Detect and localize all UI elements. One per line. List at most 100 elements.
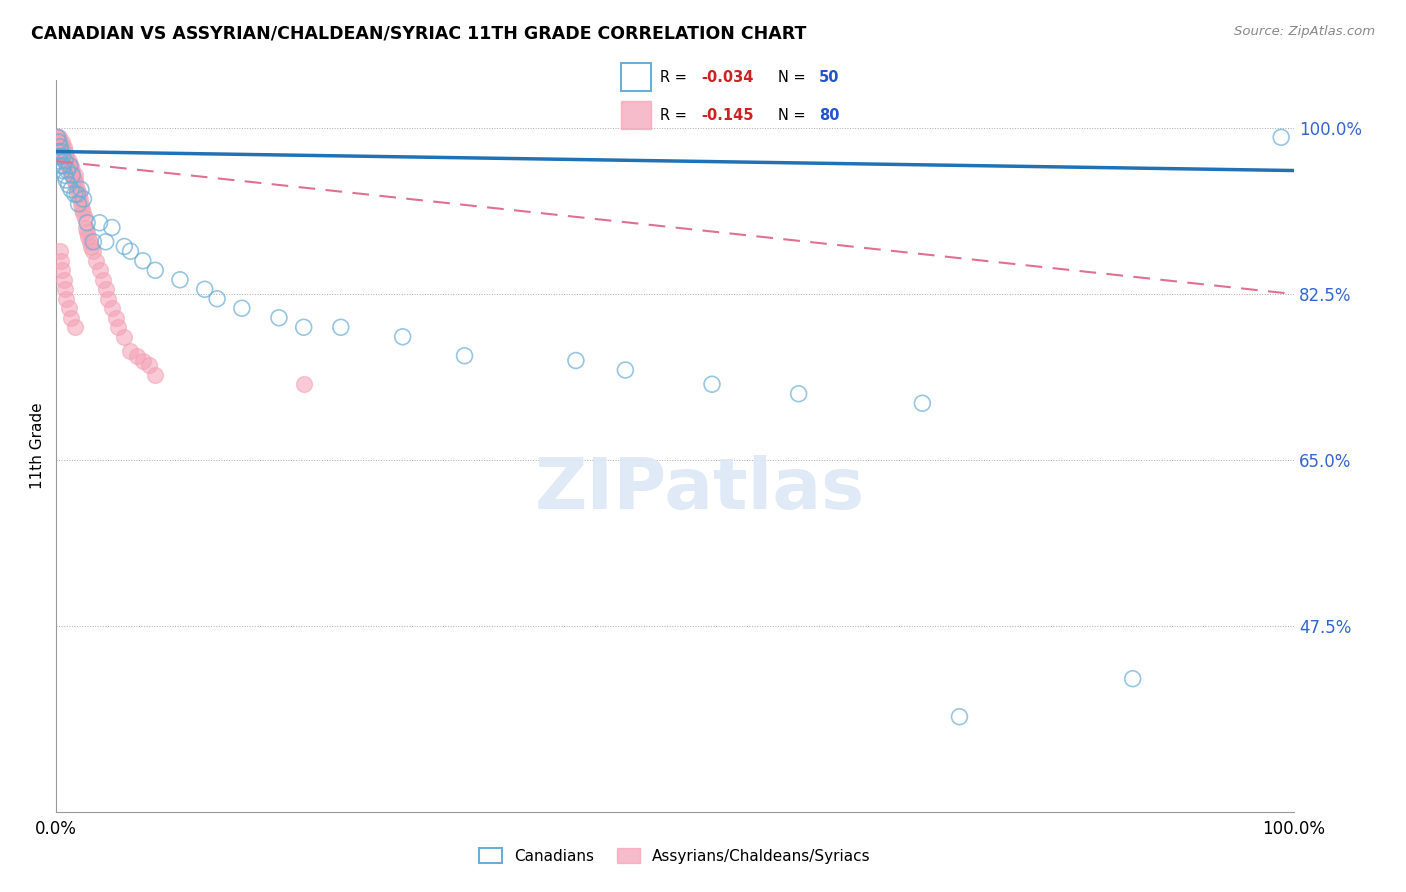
Point: [51, 140, 73, 154]
Point: [51, 140, 73, 154]
Point: [205, 292, 228, 306]
Point: [48, 135, 70, 149]
Point: [58, 159, 80, 173]
Point: [52, 149, 75, 163]
Point: [67, 187, 90, 202]
Point: [55, 292, 77, 306]
Point: [70, 196, 93, 211]
Point: [70, 182, 93, 196]
Point: [51, 149, 73, 163]
Point: [51, 263, 73, 277]
Point: [453, 349, 475, 363]
Point: [46, 145, 69, 159]
Text: R =: R =: [659, 70, 692, 85]
Point: [60, 159, 83, 173]
Text: -0.145: -0.145: [700, 108, 754, 123]
Text: CANADIAN VS ASSYRIAN/CHALDEAN/SYRIAC 11TH GRADE CORRELATION CHART: CANADIAN VS ASSYRIAN/CHALDEAN/SYRIAC 11T…: [31, 25, 806, 43]
Point: [56, 163, 79, 178]
Point: [104, 310, 127, 325]
Point: [84, 253, 107, 268]
Point: [60, 310, 83, 325]
Point: [53, 282, 76, 296]
Point: [55, 173, 77, 187]
Point: [79, 235, 101, 249]
Legend: Canadians, Assyrians/Chaldeans/Syriacs: Canadians, Assyrians/Chaldeans/Syriacs: [472, 842, 877, 870]
Point: [56, 154, 79, 169]
Point: [60, 168, 83, 182]
Point: [101, 301, 124, 316]
Point: [48, 130, 70, 145]
Point: [45, 130, 67, 145]
Point: [53, 154, 76, 169]
Point: [45, 135, 67, 149]
Point: [58, 301, 80, 316]
Point: [49, 149, 72, 163]
Point: [48, 149, 70, 163]
Point: [55, 149, 77, 163]
Point: [76, 225, 98, 239]
Point: [51, 145, 73, 159]
Point: [700, 377, 723, 392]
Point: [51, 253, 73, 268]
Point: [292, 320, 315, 334]
Point: [94, 235, 117, 249]
Point: [52, 273, 75, 287]
Point: [948, 710, 970, 724]
Point: [112, 239, 135, 253]
Point: [91, 273, 114, 287]
Point: [66, 182, 89, 196]
Bar: [620, 62, 651, 91]
Point: [120, 244, 142, 259]
Point: [231, 301, 253, 316]
Point: [82, 235, 104, 249]
Point: [169, 273, 191, 287]
Point: [62, 173, 84, 187]
Point: [58, 154, 80, 169]
Point: [59, 163, 82, 178]
Point: [194, 282, 217, 296]
Point: [52, 140, 75, 154]
Point: [143, 263, 166, 277]
Point: [107, 320, 129, 334]
Text: ZIPatlas: ZIPatlas: [534, 456, 865, 524]
Point: [120, 344, 142, 359]
Point: [58, 178, 80, 192]
Point: [49, 244, 72, 259]
Point: [51, 145, 73, 159]
Point: [56, 159, 79, 173]
Point: [329, 320, 352, 334]
Point: [55, 154, 77, 169]
Point: [52, 145, 75, 159]
Point: [63, 173, 86, 187]
Point: [75, 220, 97, 235]
Point: [70, 202, 93, 216]
Point: [51, 135, 73, 149]
Point: [1270, 130, 1292, 145]
Point: [51, 149, 73, 163]
Point: [46, 145, 69, 159]
Point: [112, 330, 135, 344]
Point: [72, 192, 94, 206]
Text: N =: N =: [778, 108, 810, 123]
Point: [565, 353, 588, 368]
Point: [80, 239, 103, 253]
Point: [60, 163, 83, 178]
Point: [1122, 672, 1144, 686]
Point: [69, 192, 91, 206]
Text: 80: 80: [818, 108, 839, 123]
Point: [77, 230, 100, 244]
Point: [63, 168, 86, 182]
Point: [49, 140, 72, 154]
Text: -0.034: -0.034: [700, 70, 754, 85]
Point: [89, 216, 111, 230]
Point: [59, 159, 82, 173]
Point: [132, 253, 155, 268]
Point: [49, 140, 72, 154]
Point: [391, 330, 413, 344]
Y-axis label: 11th Grade: 11th Grade: [30, 402, 45, 490]
Point: [143, 368, 166, 382]
Point: [51, 159, 73, 173]
Point: [89, 263, 111, 277]
Point: [76, 216, 98, 230]
Point: [72, 206, 94, 220]
